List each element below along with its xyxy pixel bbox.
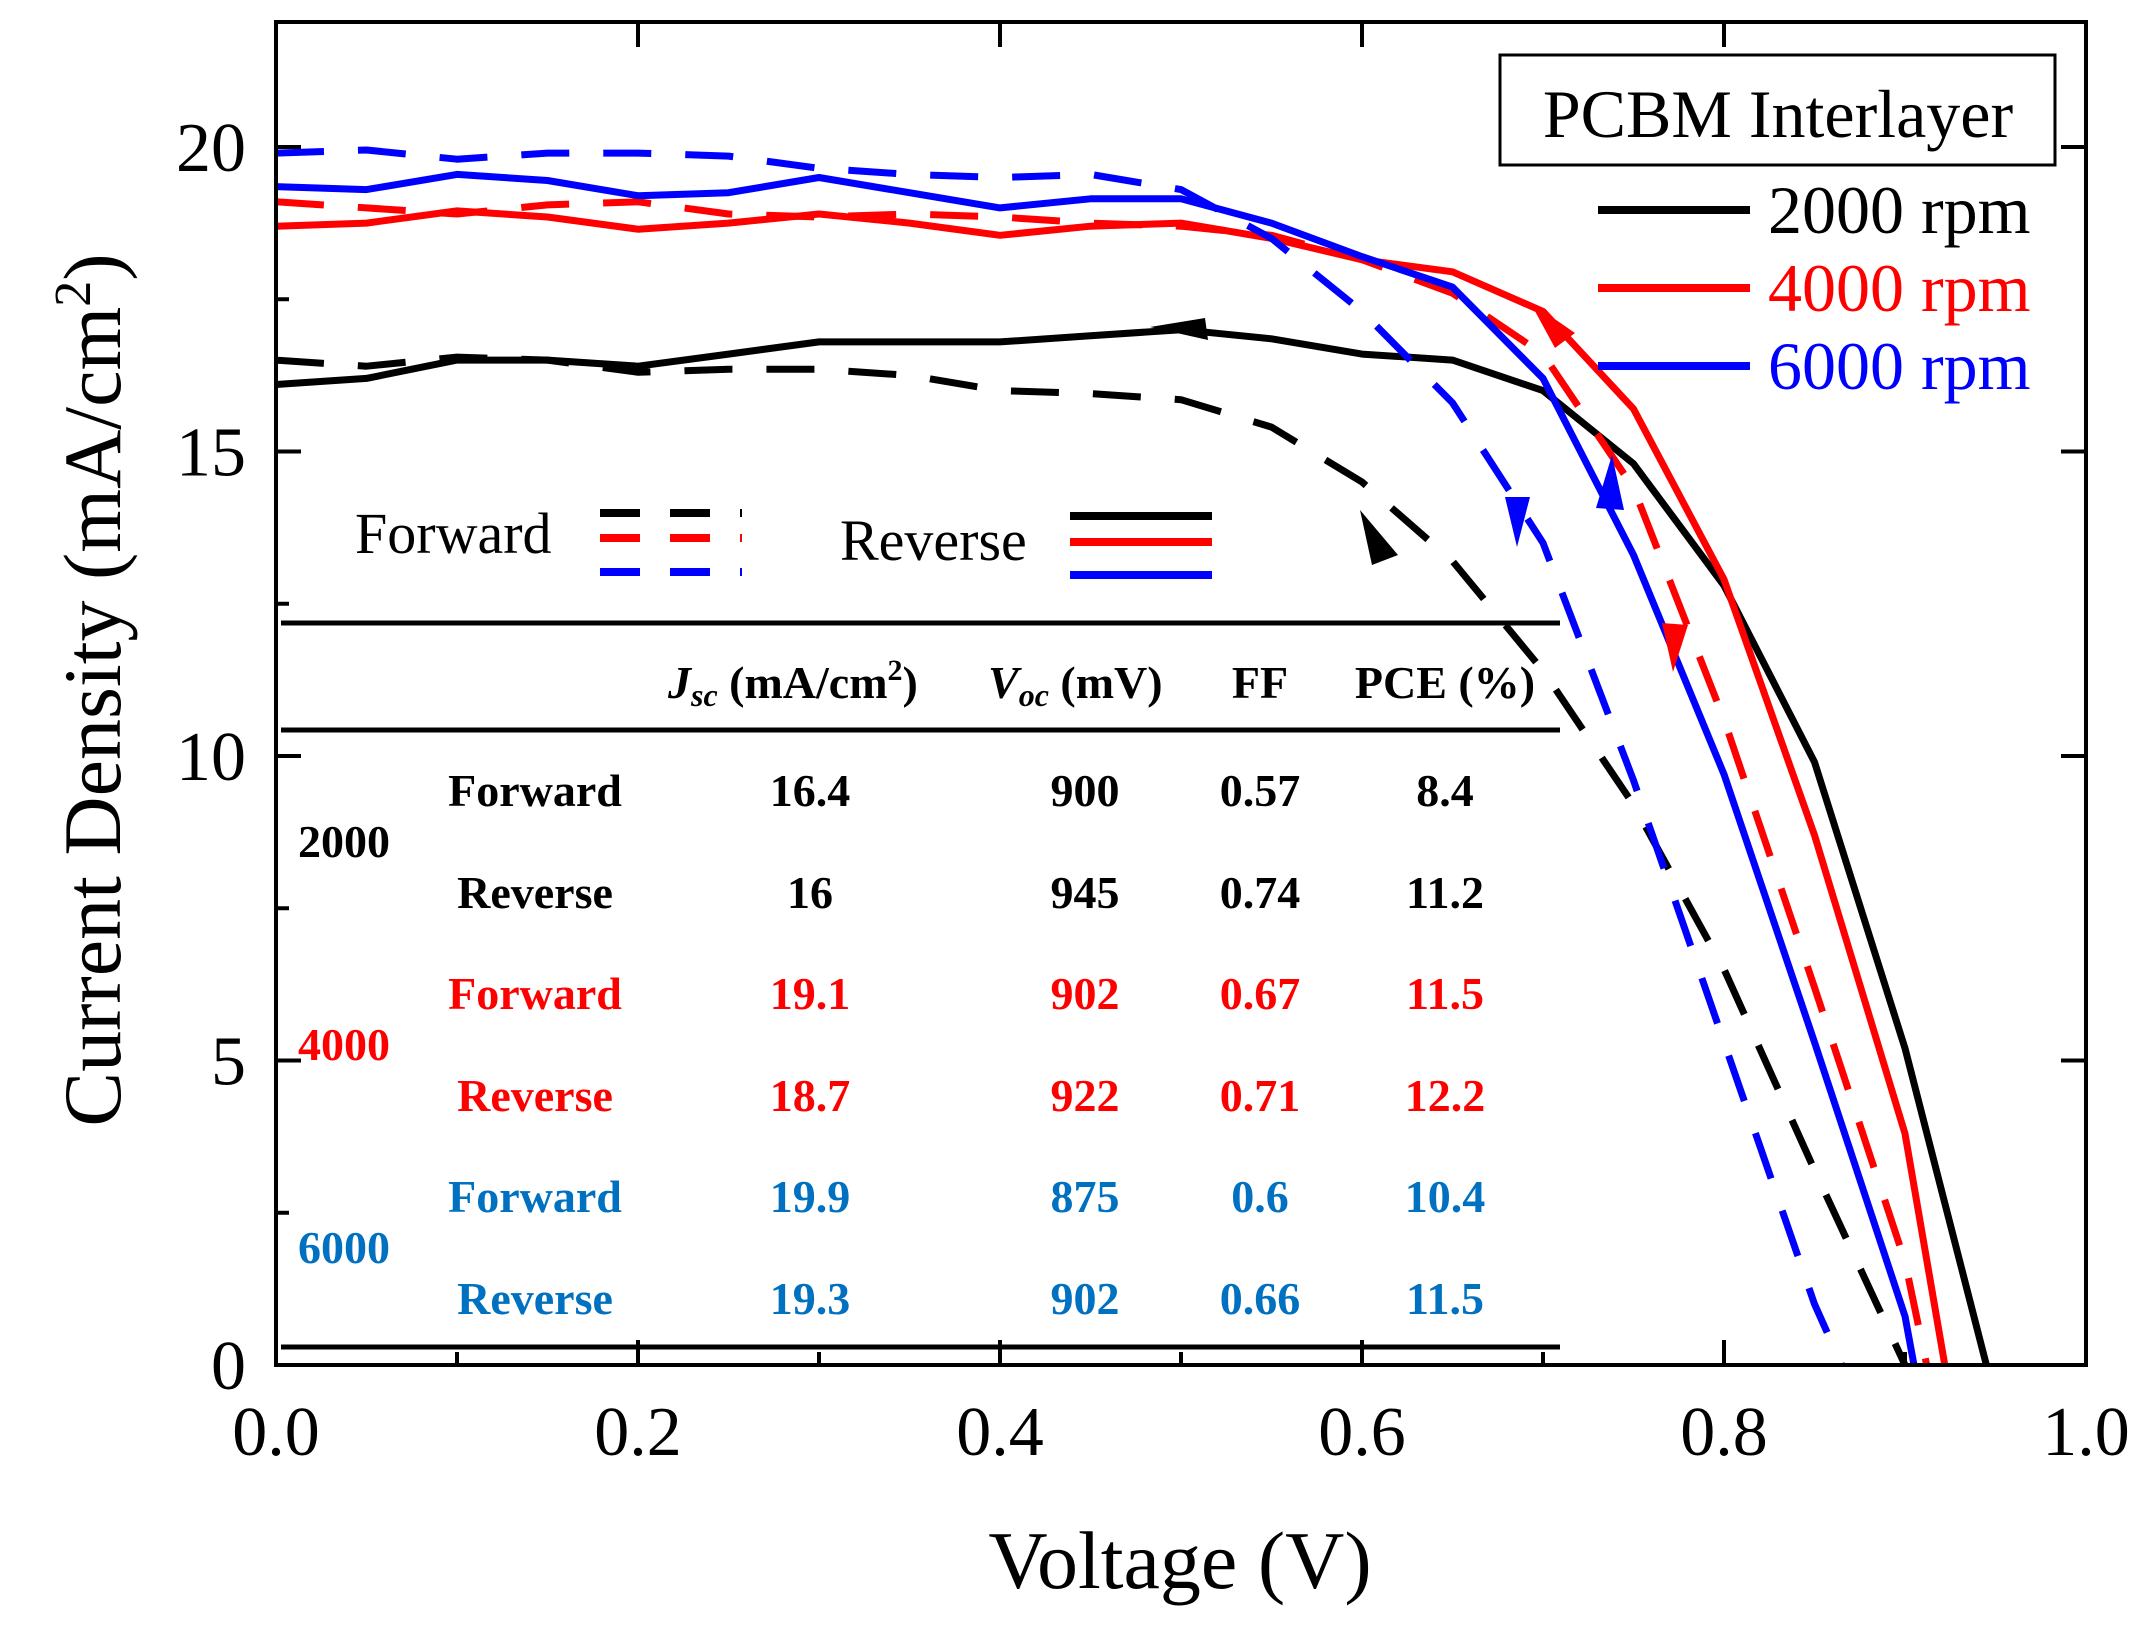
table-group-label: 4000 xyxy=(298,1019,390,1070)
series-layer xyxy=(275,146,1990,1367)
table-cell-jsc: 16 xyxy=(787,867,833,918)
arrow-blue-forward xyxy=(1505,497,1530,547)
table-cell-voc: 902 xyxy=(1051,1273,1120,1324)
table-cell-scan: Forward xyxy=(448,1171,622,1222)
table-cell-pce: 8.4 xyxy=(1416,765,1474,816)
x-tick-label: 0.6 xyxy=(1318,1394,1406,1471)
series-line-6000-rpm-reverse xyxy=(275,170,1918,1366)
arrow-red-forward xyxy=(1662,623,1688,672)
table-cell-scan: Reverse xyxy=(457,1273,613,1324)
table-group-label: 2000 xyxy=(298,816,390,867)
table-cell-ff: 0.6 xyxy=(1231,1171,1289,1222)
legend-label-2000: 2000 rpm xyxy=(1768,172,2031,248)
y-axis: 0 5 10 15 20 xyxy=(176,110,2086,1405)
table-cell-voc: 902 xyxy=(1051,968,1120,1019)
arrow-black-reverse xyxy=(1150,318,1208,340)
y-axis-title: Current Density (mA/cm2) xyxy=(45,253,138,1126)
table-cell-scan: Forward xyxy=(448,968,622,1019)
table-cell-jsc: 18.7 xyxy=(770,1070,851,1121)
legend-label-6000: 6000 rpm xyxy=(1768,328,2031,404)
series-line-2000-rpm-forward xyxy=(275,353,1909,1367)
y-tick-label: 0 xyxy=(211,1328,246,1405)
y-tick-label: 15 xyxy=(176,415,246,492)
table-cell-jsc: 19.1 xyxy=(770,968,851,1019)
style-key-reverse-label: Reverse xyxy=(840,508,1027,573)
table-body: 2000 Forward 16.4 900 0.57 8.4 Reverse 16 945 0.7… xyxy=(298,765,1485,1324)
y-tick-label: 20 xyxy=(176,110,246,187)
arrow-black-forward xyxy=(1360,510,1398,565)
table-cell-voc: 922 xyxy=(1051,1070,1120,1121)
table-cell-pce: 10.4 xyxy=(1405,1171,1486,1222)
table-cell-pce: 11.2 xyxy=(1406,867,1484,918)
table-cell-ff: 0.57 xyxy=(1220,765,1301,816)
x-tick-label: 0.0 xyxy=(232,1394,320,1471)
table-cell-ff: 0.74 xyxy=(1220,867,1301,918)
x-tick-label: 0.8 xyxy=(1680,1394,1768,1471)
table-cell-ff: 0.71 xyxy=(1220,1070,1301,1121)
header-ff: FF xyxy=(1232,657,1288,708)
table-cell-scan: Forward xyxy=(448,765,622,816)
table-cell-jsc: 19.9 xyxy=(770,1171,851,1222)
table-cell-ff: 0.66 xyxy=(1220,1273,1301,1324)
legend-title: PCBM Interlayer xyxy=(1543,76,2014,152)
arrow-blue-reverse xyxy=(1596,455,1624,510)
table-cell-scan: Reverse xyxy=(457,867,613,918)
style-key: Forward Reverse xyxy=(355,501,1212,579)
y-tick-label: 10 xyxy=(176,719,246,796)
x-tick-label: 0.2 xyxy=(594,1394,682,1471)
series-line-4000-rpm-forward xyxy=(275,198,1931,1366)
table-cell-jsc: 16.4 xyxy=(770,765,851,816)
table-cell-voc: 875 xyxy=(1051,1171,1120,1222)
x-axis-title: Voltage (V) xyxy=(988,1515,1371,1606)
table-cell-jsc: 19.3 xyxy=(770,1273,851,1324)
table-cell-voc: 900 xyxy=(1051,765,1120,816)
legend-label-4000: 4000 rpm xyxy=(1768,250,2031,326)
legend-title-box xyxy=(1498,53,2057,167)
table-cell-scan: Reverse xyxy=(457,1070,613,1121)
direction-arrows xyxy=(1150,302,1688,672)
legend: PCBM Interlayer 2000 rpm 4000 rpm 6000 r… xyxy=(1498,53,2057,404)
results-table: Jsc (mA/cm2) Voc (mV) FF PCE (%) 2000 For… xyxy=(281,620,1560,1350)
arrow-red-reverse xyxy=(1530,302,1575,348)
style-key-forward-label: Forward xyxy=(355,501,552,566)
x-tick-label: 0.4 xyxy=(956,1394,1044,1471)
table-cell-pce: 11.5 xyxy=(1406,968,1484,1019)
header-pce: PCE (%) xyxy=(1355,657,1535,708)
x-axis: 0.0 0.2 0.4 0.6 0.8 1.0 xyxy=(232,22,2130,1471)
table-cell-voc: 945 xyxy=(1051,867,1120,918)
table-cell-pce: 12.2 xyxy=(1405,1070,1486,1121)
table-group-label: 6000 xyxy=(298,1222,390,1273)
x-tick-label: 1.0 xyxy=(2042,1394,2130,1471)
table-cell-ff: 0.67 xyxy=(1220,968,1301,1019)
y-tick-label: 5 xyxy=(211,1024,246,1101)
series-line-6000-rpm-forward xyxy=(275,146,1845,1367)
header-voc: Voc (mV) xyxy=(988,657,1163,713)
table-cell-pce: 11.5 xyxy=(1406,1273,1484,1324)
header-jsc: Jsc (mA/cm2) xyxy=(667,654,918,713)
